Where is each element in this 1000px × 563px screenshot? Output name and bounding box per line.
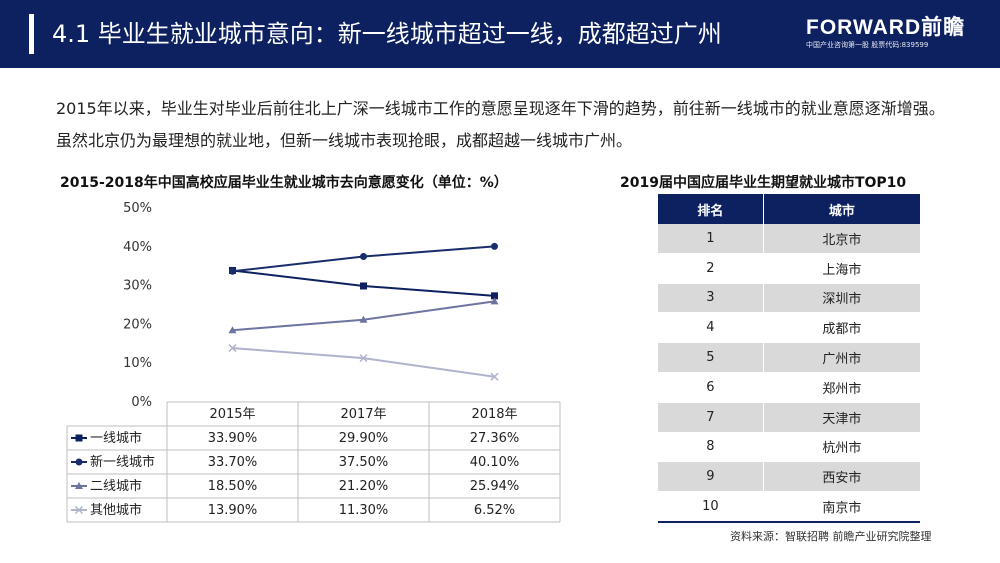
table-row: 6 郑州市: [658, 372, 920, 403]
table-row: 9 西安市: [658, 461, 920, 493]
data-label: 11.30%: [339, 503, 389, 518]
data-label: 25.94%: [470, 479, 520, 494]
title-accent-bar: [29, 14, 34, 54]
series-line: [232, 347, 495, 378]
logo: FORWARD前瞻 中国产业咨询第一股 股票代码:839599: [806, 17, 986, 51]
city-cell: 上海市: [763, 253, 920, 284]
legend-marker: [75, 434, 83, 442]
rank-cell: 4: [658, 312, 764, 344]
data-point: [228, 326, 237, 334]
legend-series-name: 二线城市: [90, 478, 142, 494]
y-tick-label: 30%: [123, 279, 152, 294]
city-cell: 广州市: [763, 342, 920, 373]
logo-subtext: 中国产业咨询第一股 股票代码:839599: [806, 41, 929, 49]
data-label: 40.10%: [470, 455, 520, 470]
y-tick-label: 40%: [123, 240, 152, 255]
data-point: [360, 282, 367, 290]
rank-cell: 7: [658, 402, 764, 433]
data-point: [359, 354, 368, 363]
chart-title: 2015-2018年中国高校应届毕业生就业城市去向意愿变化（单位：%）: [60, 175, 508, 191]
legend-marker: [75, 458, 83, 466]
data-point: [490, 297, 499, 305]
rank-cell: 5: [658, 342, 764, 373]
data-point: [490, 372, 499, 381]
x-category-label: 2018年: [471, 407, 517, 422]
rank-cell: 3: [658, 283, 764, 314]
data-label: 33.90%: [208, 431, 258, 446]
y-tick-label: 0%: [131, 395, 152, 410]
x-category-label: 2015年: [209, 407, 255, 422]
city-cell: 西安市: [763, 461, 920, 493]
data-label: 18.50%: [208, 479, 258, 494]
legend-series-name: 一线城市: [90, 430, 142, 446]
table-row: 2 上海市: [658, 253, 920, 284]
header-banner: 4.1 毕业生就业城市意向：新一线城市超过一线，成都超过广州: [0, 0, 1000, 68]
city-cell: 成都市: [763, 312, 920, 344]
header-rank: 排名: [658, 194, 764, 224]
rank-cell: 2: [658, 253, 764, 284]
data-label: 33.70%: [208, 455, 258, 470]
table-row: 7 天津市: [658, 402, 920, 433]
rank-cell: 10: [658, 491, 764, 523]
city-cell: 深圳市: [763, 283, 920, 314]
data-label: 6.52%: [474, 503, 515, 518]
city-cell: 郑州市: [763, 372, 920, 403]
table-row: 8 杭州市: [658, 432, 920, 463]
legend-marker: [74, 505, 84, 515]
data-label: 37.50%: [339, 455, 389, 470]
data-point: [491, 242, 498, 250]
page-title: 4.1 毕业生就业城市意向：新一线城市超过一线，成都超过广州: [52, 20, 722, 48]
data-point: [228, 344, 237, 353]
y-tick-label: 50%: [123, 201, 152, 216]
table-row: 10 南京市: [658, 491, 920, 523]
rank-cell: 9: [658, 461, 764, 493]
data-label: 29.90%: [339, 431, 389, 446]
table-row: 4 成都市: [658, 312, 920, 344]
data-point: [360, 253, 367, 260]
data-label: 27.36%: [470, 431, 520, 446]
table-row: 5 广州市: [658, 342, 920, 373]
rank-cell: 6: [658, 372, 764, 403]
city-cell: 北京市: [763, 224, 920, 254]
legend-series-name: 新一线城市: [90, 454, 155, 470]
logo-text: FORWARD前瞻: [806, 16, 966, 39]
y-tick-label: 10%: [123, 356, 152, 371]
rank-cell: 1: [658, 224, 764, 254]
data-point: [359, 315, 368, 323]
data-point: [229, 267, 236, 275]
header-city: 城市: [763, 194, 920, 224]
table-title: 2019届中国应届毕业生期望就业城市TOP10: [620, 175, 907, 191]
data-point: [491, 292, 498, 300]
city-cell: 天津市: [763, 402, 920, 433]
intro-paragraph: 2015年以来，毕业生对毕业后前往北上广深一线城市工作的意愿呈现逐年下滑的趋势，…: [56, 99, 945, 150]
data-label: 13.90%: [208, 503, 258, 518]
data-label: 21.20%: [339, 479, 389, 494]
x-category-label: 2017年: [340, 407, 386, 422]
legend-series-name: 其他城市: [90, 502, 142, 518]
city-cell: 杭州市: [763, 432, 920, 463]
table-row: 1 北京市: [658, 224, 920, 254]
rank-cell: 8: [658, 432, 764, 463]
y-tick-label: 20%: [123, 317, 152, 332]
top10-table: 排名 城市 1 北京市 2 上海市 3 深圳市 4 成都市 5 广州市 6 郑州市 7 天津市 8 杭州市 9 西…: [658, 194, 920, 523]
legend-marker: [75, 482, 83, 489]
source-note: 资料来源：智联招聘 前瞻产业研究院整理: [730, 530, 932, 543]
city-cell: 南京市: [763, 491, 920, 523]
table-row: 3 深圳市: [658, 283, 920, 314]
